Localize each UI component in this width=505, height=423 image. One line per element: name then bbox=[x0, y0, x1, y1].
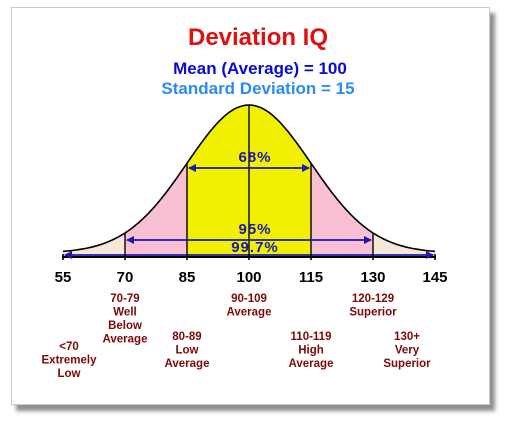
x-tick-label: 130 bbox=[360, 269, 385, 286]
iq-category-line: Average bbox=[289, 358, 334, 370]
x-tick-label: 145 bbox=[422, 269, 447, 286]
iq-category-line: Average bbox=[165, 358, 210, 370]
x-tick-label: 115 bbox=[299, 269, 323, 286]
iq-category-label: 110-119 High Average bbox=[289, 331, 334, 370]
x-tick-label: 55 bbox=[55, 269, 72, 286]
iq-category-line: Very bbox=[395, 345, 420, 357]
iq-category-label: 120-129 Superior bbox=[349, 293, 397, 319]
iq-category-line: Average bbox=[227, 307, 272, 319]
iq-category-line: Low bbox=[58, 368, 81, 380]
x-tick-label: 100 bbox=[236, 269, 261, 286]
x-tick-label: 70 bbox=[117, 269, 134, 286]
mean-subtitle: Mean (Average) = 100 bbox=[173, 59, 347, 78]
iq-category-line: Average bbox=[103, 334, 148, 346]
iq-category-line: Low bbox=[176, 345, 199, 357]
iq-category-line: 130+ bbox=[394, 331, 420, 343]
iq-category-label: 80-89 Low Average bbox=[165, 331, 210, 370]
iq-category-line: Superior bbox=[383, 358, 431, 370]
iq-category-line: <70 bbox=[59, 341, 79, 353]
iq-category-line: 90-109 bbox=[231, 293, 267, 305]
chart-title: Deviation IQ bbox=[188, 24, 328, 51]
band-percent-label: 95% bbox=[238, 221, 271, 238]
iq-category-line: Below bbox=[108, 320, 142, 332]
band-percent-label: 99.7% bbox=[231, 239, 279, 256]
iq-category-label: 90-109 Average bbox=[227, 293, 272, 319]
iq-category-line: 120-129 bbox=[352, 293, 394, 305]
iq-category-line: 80-89 bbox=[172, 331, 201, 343]
band-percent-label: 68% bbox=[238, 149, 271, 166]
iq-category-line: 70-79 bbox=[110, 293, 139, 305]
x-tick-label: 85 bbox=[179, 269, 196, 286]
iq-category-line: Extremely bbox=[42, 355, 98, 367]
iq-category-label: 130+ Very Superior bbox=[383, 331, 431, 370]
iq-category-line: Well bbox=[113, 307, 136, 319]
iq-category-line: 110-119 bbox=[291, 331, 332, 343]
iq-category-line: High bbox=[298, 345, 324, 357]
sd-subtitle: Standard Deviation = 15 bbox=[161, 79, 354, 98]
iq-category-label: <70 Extremely Low bbox=[42, 341, 98, 380]
iq-category-line: Superior bbox=[349, 307, 397, 319]
plot-area: 68% 95%99.7% 55 70 85 100 115 130 145 <70 Extremel… bbox=[42, 104, 448, 380]
iq-category-label: 70-79 Well Below Average bbox=[103, 293, 148, 346]
